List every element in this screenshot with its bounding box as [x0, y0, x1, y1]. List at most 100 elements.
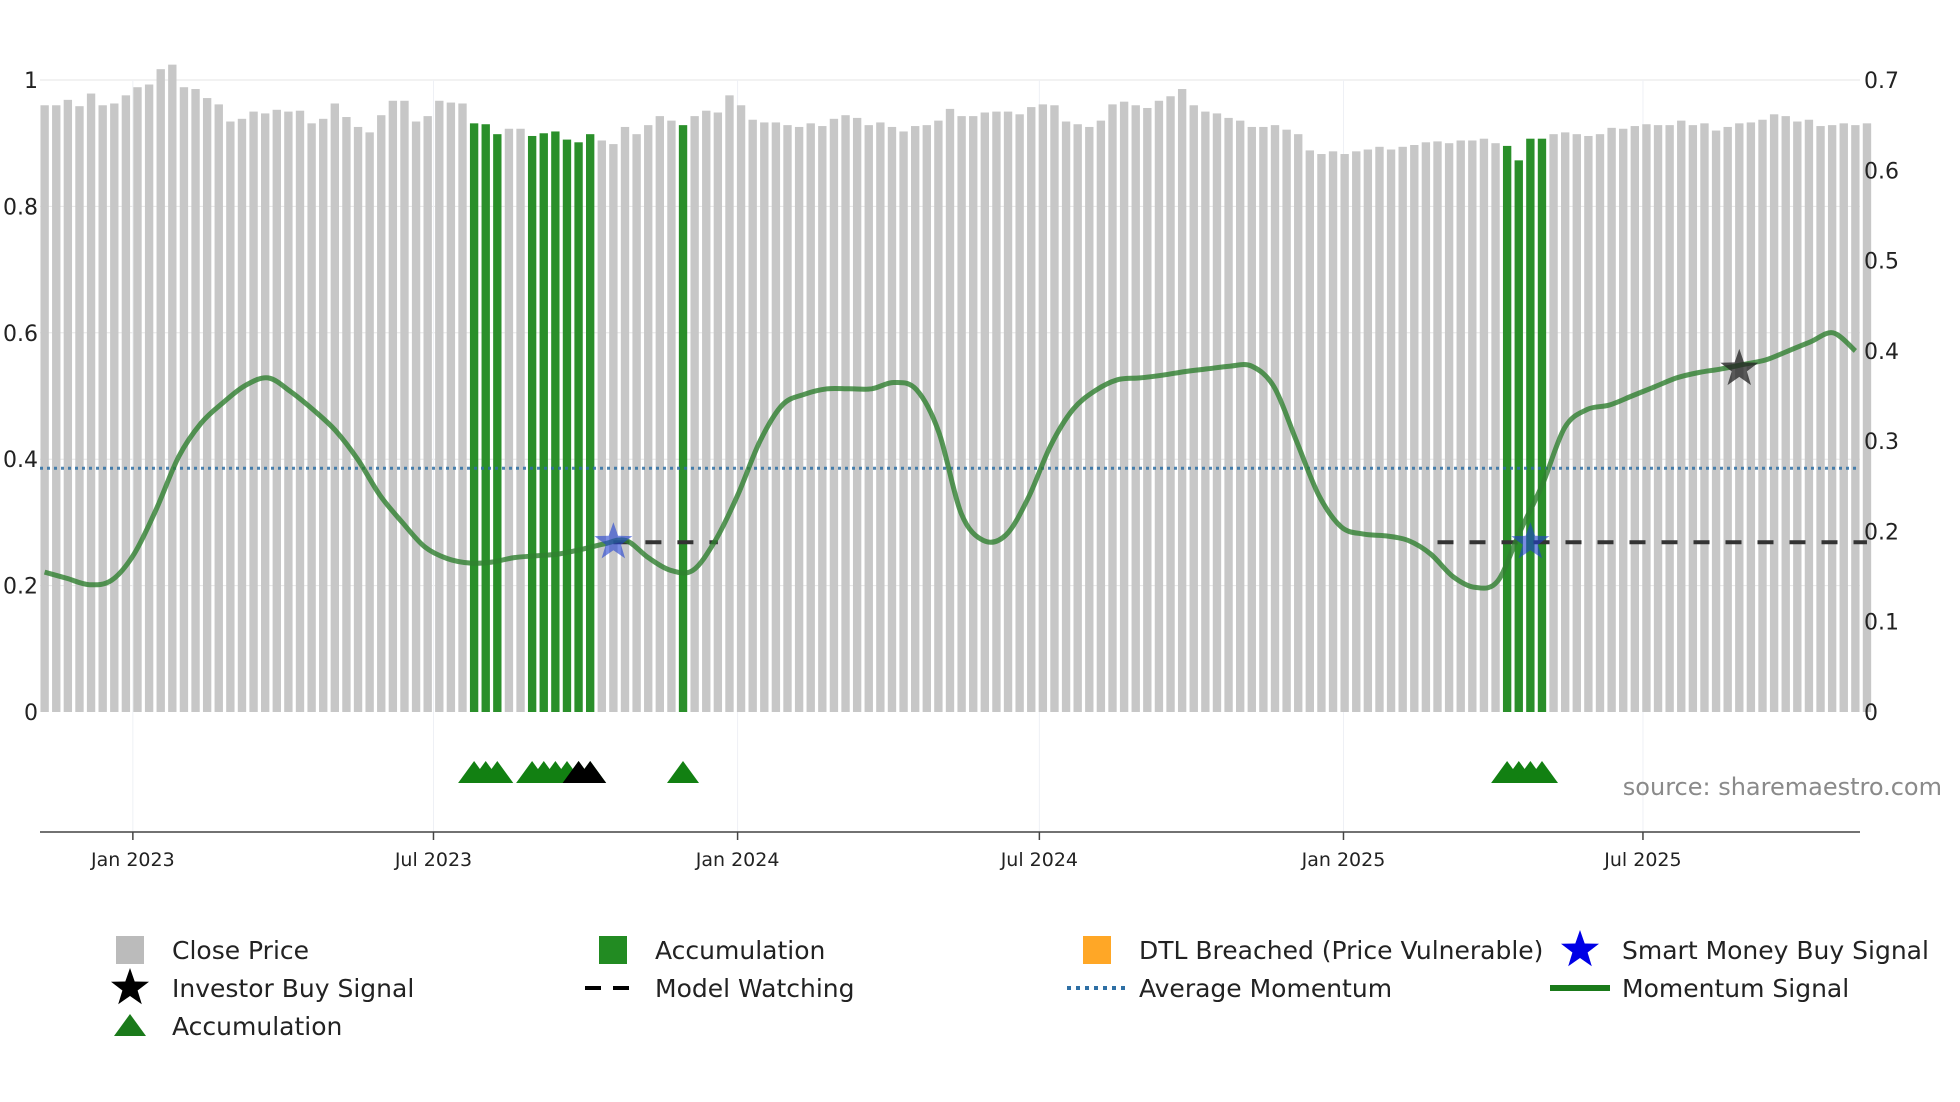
- legend-label: Close Price: [172, 936, 309, 965]
- accumulation-bar: [527, 135, 537, 713]
- smart-money-buy-star: [1511, 522, 1550, 559]
- close-price-bar: [1236, 120, 1245, 712]
- accumulation-bar: [586, 134, 595, 713]
- accumulation-bar: [1514, 160, 1523, 713]
- close-price-bar: [1038, 104, 1048, 712]
- right-tick-label: 0.1: [1864, 611, 1899, 636]
- close-price-bar: [864, 125, 873, 712]
- x-tick-label: Jul 2023: [394, 849, 472, 871]
- accumulation-triangle: [1526, 761, 1558, 783]
- axes: Jan 2023 Jul 2023 Jan 2024 Jul 2024 Jan 2025…: [3, 69, 1899, 871]
- close-price-bar: [655, 116, 664, 713]
- close-price-bar: [644, 125, 653, 712]
- legend-label: Accumulation: [172, 1012, 342, 1041]
- close-price-bar: [156, 69, 165, 713]
- x-tick-label: Jan 2023: [90, 849, 175, 871]
- legend-label: Investor Buy Signal: [172, 974, 414, 1003]
- legend-item: Close Price: [116, 936, 309, 965]
- close-price-bar: [1352, 151, 1361, 712]
- close-price-bar: [1096, 120, 1106, 712]
- close-price-bar: [1433, 141, 1442, 712]
- close-price-bar: [1630, 126, 1639, 713]
- left-tick-label: 1: [24, 69, 38, 94]
- close-price-bar: [86, 93, 96, 713]
- accumulation-bar: [481, 124, 490, 713]
- legend-item: Model Watching: [585, 974, 855, 1003]
- close-price-bar: [75, 106, 84, 713]
- close-price-bar: [110, 103, 119, 713]
- close-price-bar: [1793, 121, 1802, 712]
- close-price-bar: [1212, 113, 1222, 712]
- legend-swatch-triangle: [114, 1014, 146, 1036]
- left-tick-label: 0.2: [3, 575, 38, 600]
- accumulation-bar: [539, 133, 548, 712]
- close-price-bar: [818, 126, 827, 713]
- close-price-bar: [852, 117, 862, 713]
- close-price-bar: [307, 123, 316, 713]
- close-price-bar: [841, 115, 850, 712]
- close-price-bar: [121, 95, 131, 713]
- close-price-bar: [1294, 134, 1303, 713]
- close-price-bar: [1003, 111, 1013, 713]
- x-tick-label: Jul 2025: [1603, 849, 1681, 871]
- close-price-bar: [1711, 130, 1721, 712]
- legend-label: Average Momentum: [1139, 974, 1392, 1003]
- right-tick-label: 0.6: [1864, 159, 1899, 184]
- close-price-bar: [144, 84, 154, 712]
- close-price-bar: [353, 126, 363, 712]
- close-price-bar: [272, 109, 281, 713]
- close-price-bar: [899, 131, 908, 712]
- close-price-bar: [1781, 116, 1790, 713]
- legend-label: Smart Money Buy Signal: [1622, 936, 1929, 965]
- close-price-bar: [168, 64, 177, 712]
- accumulation-bar: [1502, 145, 1512, 712]
- close-price-bar: [1735, 123, 1744, 713]
- close-price-bar: [1549, 134, 1558, 713]
- close-price-bar: [1677, 120, 1686, 712]
- close-price-bar: [736, 105, 746, 712]
- close-price-bar: [1108, 104, 1117, 712]
- accumulation-bar: [678, 125, 688, 712]
- bars: [40, 64, 1872, 713]
- close-price-bar: [1027, 107, 1036, 713]
- close-price-bar: [945, 108, 955, 712]
- legend-swatch-star: [111, 968, 149, 1005]
- accumulation-bar: [562, 139, 572, 713]
- close-price-bar: [1398, 146, 1407, 712]
- close-price-bar: [632, 134, 641, 713]
- close-price-bar: [435, 100, 444, 712]
- close-price-bar: [202, 98, 212, 712]
- close-price-bar: [237, 118, 247, 712]
- close-price-bar: [377, 115, 386, 712]
- close-price-bar: [1085, 126, 1094, 712]
- close-price-bar: [1143, 107, 1152, 713]
- close-price-bar: [1862, 123, 1872, 713]
- close-price-bar: [1166, 96, 1175, 712]
- close-price-bar: [133, 87, 142, 713]
- legend-label: Model Watching: [655, 974, 855, 1003]
- x-tick-label: Jan 2025: [1301, 849, 1386, 871]
- legend-item: Average Momentum: [1067, 974, 1392, 1003]
- close-price-bar: [992, 111, 1001, 713]
- close-price-bar: [1642, 124, 1651, 713]
- close-price-bar: [1758, 119, 1767, 713]
- close-price-bar: [1584, 135, 1593, 713]
- close-price-bar: [922, 125, 931, 712]
- left-tick-label: 0.4: [3, 448, 38, 473]
- close-price-bar: [957, 116, 966, 713]
- close-price-bar: [411, 121, 421, 712]
- close-price-bar: [667, 120, 676, 712]
- accumulation-bar: [493, 134, 502, 713]
- close-price-bar: [284, 111, 293, 713]
- close-price-bar: [249, 111, 258, 713]
- accumulation-bar: [1537, 138, 1547, 712]
- close-price-bar: [876, 122, 885, 713]
- close-price-bar: [702, 110, 711, 712]
- x-tick-label: Jul 2024: [1000, 849, 1078, 871]
- legend-swatch-square: [1083, 936, 1111, 964]
- close-price-bar: [1247, 126, 1256, 712]
- close-price-bar: [1851, 125, 1860, 712]
- close-price-bar: [1201, 111, 1210, 713]
- close-price-bar: [504, 128, 514, 712]
- close-price-bar: [1746, 122, 1756, 713]
